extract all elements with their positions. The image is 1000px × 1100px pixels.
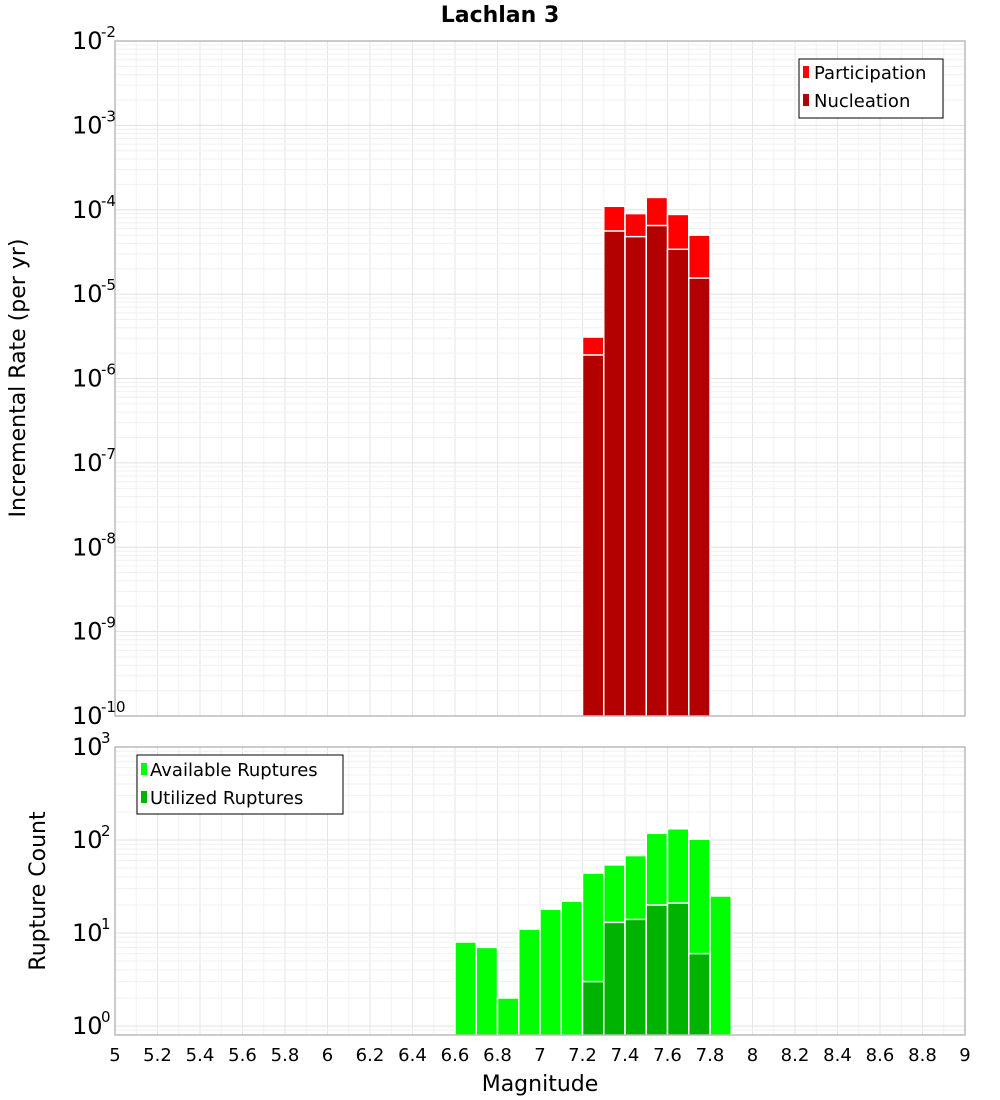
count-y-tick-label: 10 <box>72 919 103 947</box>
rate-y-tick-label: 10 <box>72 618 103 646</box>
count-y-tick-exponent: 3 <box>101 729 111 747</box>
rate-gridlines <box>114 40 966 717</box>
count-bar-utilized-ruptures <box>581 980 605 1036</box>
x-tick-label: 8.6 <box>866 1045 895 1066</box>
count-bar-utilized-ruptures <box>666 902 690 1036</box>
count-bar-available-ruptures <box>518 928 541 1036</box>
x-tick-label: 7 <box>534 1045 545 1066</box>
x-tick-label: 7.8 <box>696 1045 725 1066</box>
count-y-tick-exponent: 0 <box>101 1008 111 1026</box>
rate-legend-box <box>798 58 944 119</box>
x-tick-label: 5 <box>109 1045 120 1066</box>
x-tick-label: 6.4 <box>398 1045 427 1066</box>
rate-y-tick-exponent: -7 <box>101 445 116 463</box>
count-bar-available-ruptures <box>539 908 562 1036</box>
legend-label-utilized: Utilized Ruptures <box>150 788 303 809</box>
legend-swatch-utilized <box>141 791 147 803</box>
count-bar-utilized-ruptures <box>645 904 669 1036</box>
rate-y-tick-exponent: -8 <box>101 529 116 547</box>
chart-title: Lachlan 3 <box>441 3 560 28</box>
legend-swatch-nucleation <box>803 94 809 106</box>
rate-y-tick-label: 10 <box>72 533 103 561</box>
count-bar-available-ruptures <box>496 997 520 1036</box>
rate-y-tick-label: 10 <box>72 702 103 730</box>
x-tick-label: 7.2 <box>568 1045 597 1066</box>
count-bar-available-ruptures <box>709 895 732 1036</box>
rate-y-tick-label: 10 <box>72 280 103 308</box>
legend-label-participation: Participation <box>814 63 926 84</box>
rate-y-tick-exponent: -2 <box>101 23 116 41</box>
rate-y-tick-exponent: -5 <box>101 276 116 294</box>
rate-legend: Participation Nucleation <box>798 58 944 119</box>
count-y-tick-exponent: 1 <box>101 915 111 933</box>
rate-y-tick-exponent: -3 <box>101 107 116 125</box>
x-tick-label: 5.4 <box>186 1045 215 1066</box>
rate-y-tick-label: 10 <box>72 365 103 393</box>
rate-y-axis-label: Incremental Rate (per yr) <box>6 239 31 518</box>
count-bar-available-ruptures <box>560 900 584 1036</box>
rate-bar-nucleation <box>624 235 647 717</box>
rate-bar-nucleation <box>666 248 690 717</box>
count-y-tick-label: 10 <box>72 733 103 761</box>
x-tick-label: 9 <box>959 1045 970 1066</box>
rate-y-tick-exponent: -6 <box>101 361 116 379</box>
x-tick-label: 7.4 <box>611 1045 640 1066</box>
rate-bar-nucleation <box>688 277 711 717</box>
x-axis-label: Magnitude <box>482 1072 599 1097</box>
x-tick-label: 5.6 <box>228 1045 257 1066</box>
count-y-tick-exponent: 2 <box>101 822 111 840</box>
rate-bar-nucleation <box>603 230 626 717</box>
rate-y-tick-exponent: -9 <box>101 614 116 632</box>
rate-y-tick-exponent: -10 <box>101 698 126 716</box>
rate-y-tick-label: 10 <box>72 449 103 477</box>
count-bar-utilized-ruptures <box>603 921 626 1036</box>
count-bar-utilized-ruptures <box>624 918 647 1036</box>
x-tick-label: 8 <box>747 1045 758 1066</box>
rate-plot-border <box>114 40 966 717</box>
count-y-tick-label: 10 <box>72 826 103 854</box>
rate-y-tick-label: 10 <box>72 27 103 55</box>
x-tick-label: 8.4 <box>823 1045 852 1066</box>
x-tick-label: 5.8 <box>271 1045 300 1066</box>
legend-swatch-participation <box>803 66 809 78</box>
x-tick-label: 5.2 <box>143 1045 172 1066</box>
x-tick-label: 6 <box>322 1045 333 1066</box>
rate-bar-nucleation <box>581 354 605 717</box>
x-tick-label: 8.8 <box>908 1045 937 1066</box>
x-tick-label: 6.2 <box>356 1045 385 1066</box>
count-legend-box <box>136 754 344 815</box>
count-plot-border <box>114 746 966 1036</box>
x-tick-label: 6.8 <box>483 1045 512 1066</box>
count-bar-utilized-ruptures <box>688 952 711 1036</box>
x-tick-label: 7.6 <box>653 1045 682 1066</box>
count-y-tick-label: 10 <box>72 1012 103 1040</box>
x-tick-label: 6.6 <box>441 1045 470 1066</box>
count-bar-available-ruptures <box>454 941 477 1036</box>
x-tick-label: 8.2 <box>781 1045 810 1066</box>
legend-label-nucleation: Nucleation <box>814 91 910 112</box>
count-y-axis-label: Rupture Count <box>26 811 51 971</box>
x-axis-ticks: 5 5.2 5.4 5.6 5.8 6 6.2 6.4 6.6 6.8 7 7.2 7.4 7.6 7.8 8… <box>109 1045 970 1066</box>
count-legend: Available Ruptures Utilized Ruptures <box>136 754 344 815</box>
rate-bar-nucleation <box>645 224 669 717</box>
legend-label-available: Available Ruptures <box>150 760 318 781</box>
legend-swatch-available <box>141 763 147 775</box>
rate-y-tick-exponent: -4 <box>101 192 116 210</box>
count-bar-available-ruptures <box>475 946 499 1036</box>
rate-y-tick-label: 10 <box>72 196 103 224</box>
rate-y-tick-label: 10 <box>72 111 103 139</box>
